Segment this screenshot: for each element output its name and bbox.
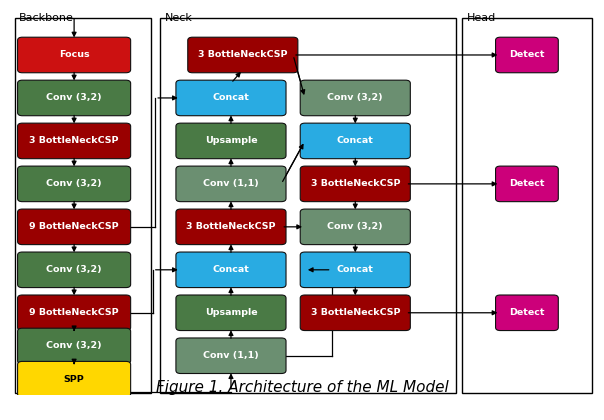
Text: Upsample: Upsample xyxy=(205,308,257,317)
Text: Backbone: Backbone xyxy=(19,13,74,23)
Text: Head: Head xyxy=(466,13,496,23)
Text: 3 BottleNeckCSP: 3 BottleNeckCSP xyxy=(198,50,288,60)
FancyBboxPatch shape xyxy=(300,252,410,288)
Text: Detect: Detect xyxy=(509,50,545,60)
FancyBboxPatch shape xyxy=(495,166,558,202)
Text: Conv (3,2): Conv (3,2) xyxy=(47,93,102,102)
Text: 9 BottleNeckCSP: 9 BottleNeckCSP xyxy=(30,222,119,231)
FancyBboxPatch shape xyxy=(18,123,130,159)
Text: Conv (1,1): Conv (1,1) xyxy=(203,179,259,189)
Text: Concat: Concat xyxy=(337,265,374,274)
Text: Detect: Detect xyxy=(509,179,545,189)
FancyBboxPatch shape xyxy=(176,295,286,331)
FancyBboxPatch shape xyxy=(18,328,130,364)
Bar xyxy=(15,18,151,393)
FancyBboxPatch shape xyxy=(176,338,286,373)
Text: Detect: Detect xyxy=(509,308,545,317)
Text: Upsample: Upsample xyxy=(205,136,257,145)
Bar xyxy=(462,18,592,393)
Text: Concat: Concat xyxy=(213,93,249,102)
FancyBboxPatch shape xyxy=(300,123,410,159)
FancyBboxPatch shape xyxy=(18,166,130,202)
FancyBboxPatch shape xyxy=(18,80,130,116)
Text: Figure 1. Architecture of the ML Model: Figure 1. Architecture of the ML Model xyxy=(156,380,448,395)
FancyBboxPatch shape xyxy=(18,361,130,397)
Text: Focus: Focus xyxy=(59,50,89,60)
Text: 3 BottleNeckCSP: 3 BottleNeckCSP xyxy=(30,136,119,145)
FancyBboxPatch shape xyxy=(300,295,410,331)
Text: Conv (3,2): Conv (3,2) xyxy=(327,93,383,102)
Text: Conv (3,2): Conv (3,2) xyxy=(47,179,102,189)
Text: Concat: Concat xyxy=(213,265,249,274)
Text: Conv (1,1): Conv (1,1) xyxy=(203,351,259,360)
FancyBboxPatch shape xyxy=(18,295,130,331)
Text: Conv (3,2): Conv (3,2) xyxy=(47,265,102,274)
Text: SPP: SPP xyxy=(64,375,85,384)
Text: Conv (3,2): Conv (3,2) xyxy=(327,222,383,231)
FancyBboxPatch shape xyxy=(18,209,130,244)
FancyBboxPatch shape xyxy=(300,166,410,202)
Bar xyxy=(160,18,456,393)
Text: 3 BottleNeckCSP: 3 BottleNeckCSP xyxy=(310,308,400,317)
FancyBboxPatch shape xyxy=(495,37,558,73)
FancyBboxPatch shape xyxy=(18,252,130,288)
FancyBboxPatch shape xyxy=(188,37,298,73)
Text: Concat: Concat xyxy=(337,136,374,145)
Text: 9 BottleNeckCSP: 9 BottleNeckCSP xyxy=(30,308,119,317)
FancyBboxPatch shape xyxy=(495,295,558,331)
FancyBboxPatch shape xyxy=(300,209,410,244)
FancyBboxPatch shape xyxy=(176,209,286,244)
Text: 3 BottleNeckCSP: 3 BottleNeckCSP xyxy=(310,179,400,189)
FancyBboxPatch shape xyxy=(300,80,410,116)
FancyBboxPatch shape xyxy=(176,123,286,159)
FancyBboxPatch shape xyxy=(18,37,130,73)
Text: Neck: Neck xyxy=(165,13,193,23)
Text: Conv (3,2): Conv (3,2) xyxy=(47,341,102,350)
Text: 3 BottleNeckCSP: 3 BottleNeckCSP xyxy=(186,222,275,231)
FancyBboxPatch shape xyxy=(176,166,286,202)
FancyBboxPatch shape xyxy=(176,80,286,116)
FancyBboxPatch shape xyxy=(176,252,286,288)
